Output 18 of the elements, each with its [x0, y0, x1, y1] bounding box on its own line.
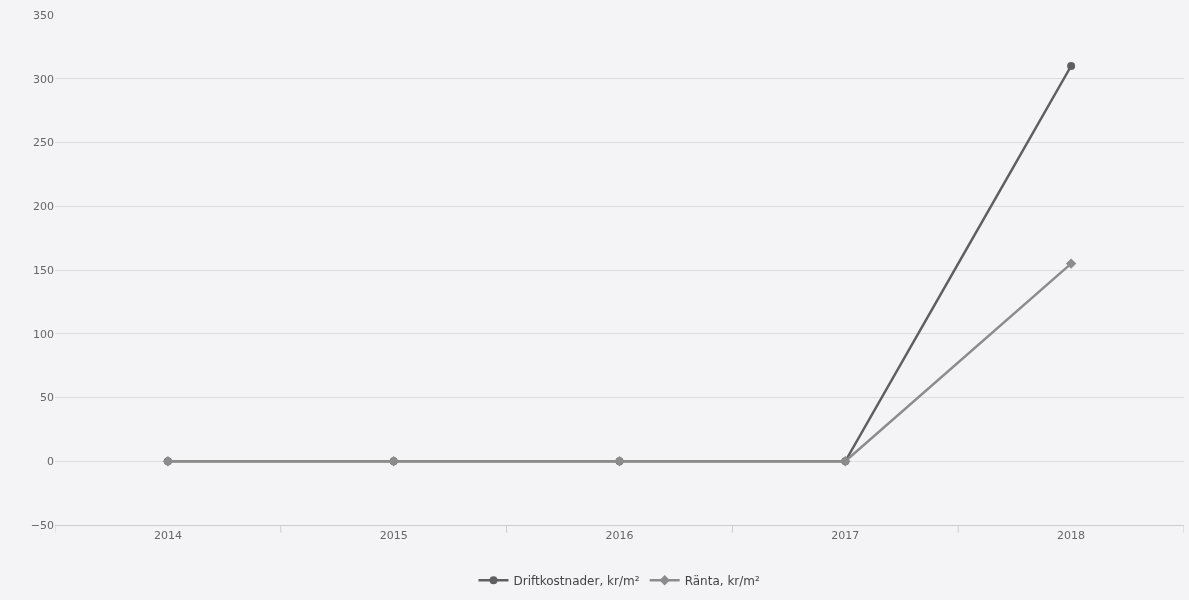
legend-label: Ränta, kr/m²: [684, 573, 761, 588]
y-tick-label: 0: [47, 455, 54, 469]
y-tick-label: 300: [33, 72, 54, 86]
legend-label: Driftkostnader, kr/m²: [513, 573, 640, 588]
y-tick-label: −50: [30, 518, 54, 532]
x-tick-label: 2014: [153, 529, 182, 543]
x-tick-label: 2016: [605, 529, 634, 543]
x-tick-label: 2018: [1057, 529, 1086, 543]
point: [1065, 258, 1077, 269]
y-tick-label: 50: [40, 391, 54, 405]
y-tick-label: 350: [33, 8, 54, 22]
x-tick-label: 2017: [831, 529, 860, 543]
x-tick-label: 2015: [379, 529, 408, 543]
y-tick-label: 100: [33, 327, 54, 341]
point: [1067, 62, 1076, 70]
y-tick-label: 150: [33, 263, 54, 277]
y-tick-label: 200: [33, 200, 54, 214]
y-tick-label: 250: [33, 136, 54, 150]
